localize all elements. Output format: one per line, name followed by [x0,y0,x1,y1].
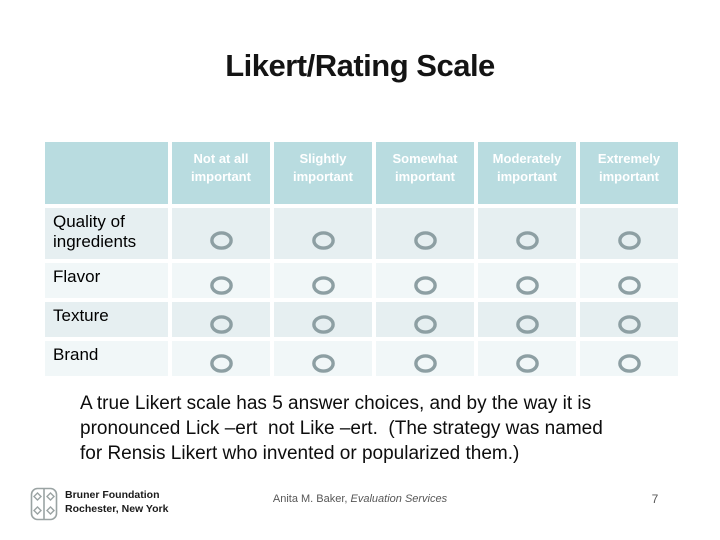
radio-oval-icon [617,315,641,334]
radio-oval-cell [274,263,372,298]
radio-oval-cell [172,302,270,337]
radio-oval-cell [478,208,576,259]
radio-oval-icon [617,231,641,250]
radio-oval-icon [209,231,233,250]
column-header-moderately: Moderately important [478,142,576,204]
body-paragraph: A true Likert scale has 5 answer choices… [80,391,690,466]
footer-org-name: Bruner Foundation [65,489,160,501]
radio-oval-icon [311,231,335,250]
radio-oval-cell [478,341,576,376]
footer-service: Evaluation Services [350,493,448,505]
radio-oval-icon [515,315,539,334]
body-line: A true Likert scale has 5 answer choices… [80,393,592,414]
radio-oval-icon [413,315,437,334]
radio-oval-icon [413,231,437,250]
radio-oval-icon [515,354,539,373]
radio-oval-cell [478,302,576,337]
footer-org-location: Rochester, New York [65,502,169,515]
row-label-quality-of-ingredients: Quality of ingredients [45,208,168,259]
radio-oval-cell [478,263,576,298]
footer-credit: Anita M. Baker, Evaluation Services [0,493,720,505]
table-corner-cell [45,142,168,204]
column-header-not-at-all: Not at all important [172,142,270,204]
radio-oval-cell [580,208,678,259]
radio-oval-icon [311,276,335,295]
slide-title: Likert/Rating Scale [225,48,495,83]
likert-table: Not at all important Slightly important … [45,142,678,376]
row-label-texture: Texture [45,302,168,337]
body-line: pronounced Lick –ert not Like –ert. (The… [80,418,603,440]
bruner-foundation-logo-icon [30,487,58,521]
radio-oval-cell [376,208,474,259]
radio-oval-cell [580,302,678,337]
row-label-flavor: Flavor [45,263,168,298]
radio-oval-icon [209,354,233,373]
radio-oval-icon [209,315,233,334]
page-number: 7 [651,492,659,506]
radio-oval-icon [413,276,437,295]
radio-oval-cell [376,341,474,376]
radio-oval-icon [617,276,641,295]
radio-oval-icon [311,354,335,373]
radio-oval-cell [172,208,270,259]
radio-oval-icon [617,354,641,373]
radio-oval-cell [580,263,678,298]
footer-organization: Bruner Foundation Rochester, New York [65,489,169,516]
column-header-somewhat: Somewhat important [376,142,474,204]
radio-oval-cell [274,341,372,376]
column-header-slightly: Slightly important [274,142,372,204]
radio-oval-cell [274,208,372,259]
footer-author: Anita M. Baker, [272,493,351,505]
radio-oval-cell [376,263,474,298]
radio-oval-icon [413,354,437,373]
radio-oval-icon [209,276,233,295]
radio-oval-cell [376,302,474,337]
radio-oval-cell [172,341,270,376]
row-label-brand: Brand [45,341,168,376]
radio-oval-icon [311,315,335,334]
radio-oval-cell [274,302,372,337]
radio-oval-icon [515,231,539,250]
radio-oval-cell [580,341,678,376]
radio-oval-cell [172,263,270,298]
radio-oval-icon [515,276,539,295]
column-header-extremely: Extremely important [580,142,678,204]
body-line: for Rensis Likert who invented or popula… [80,443,520,465]
